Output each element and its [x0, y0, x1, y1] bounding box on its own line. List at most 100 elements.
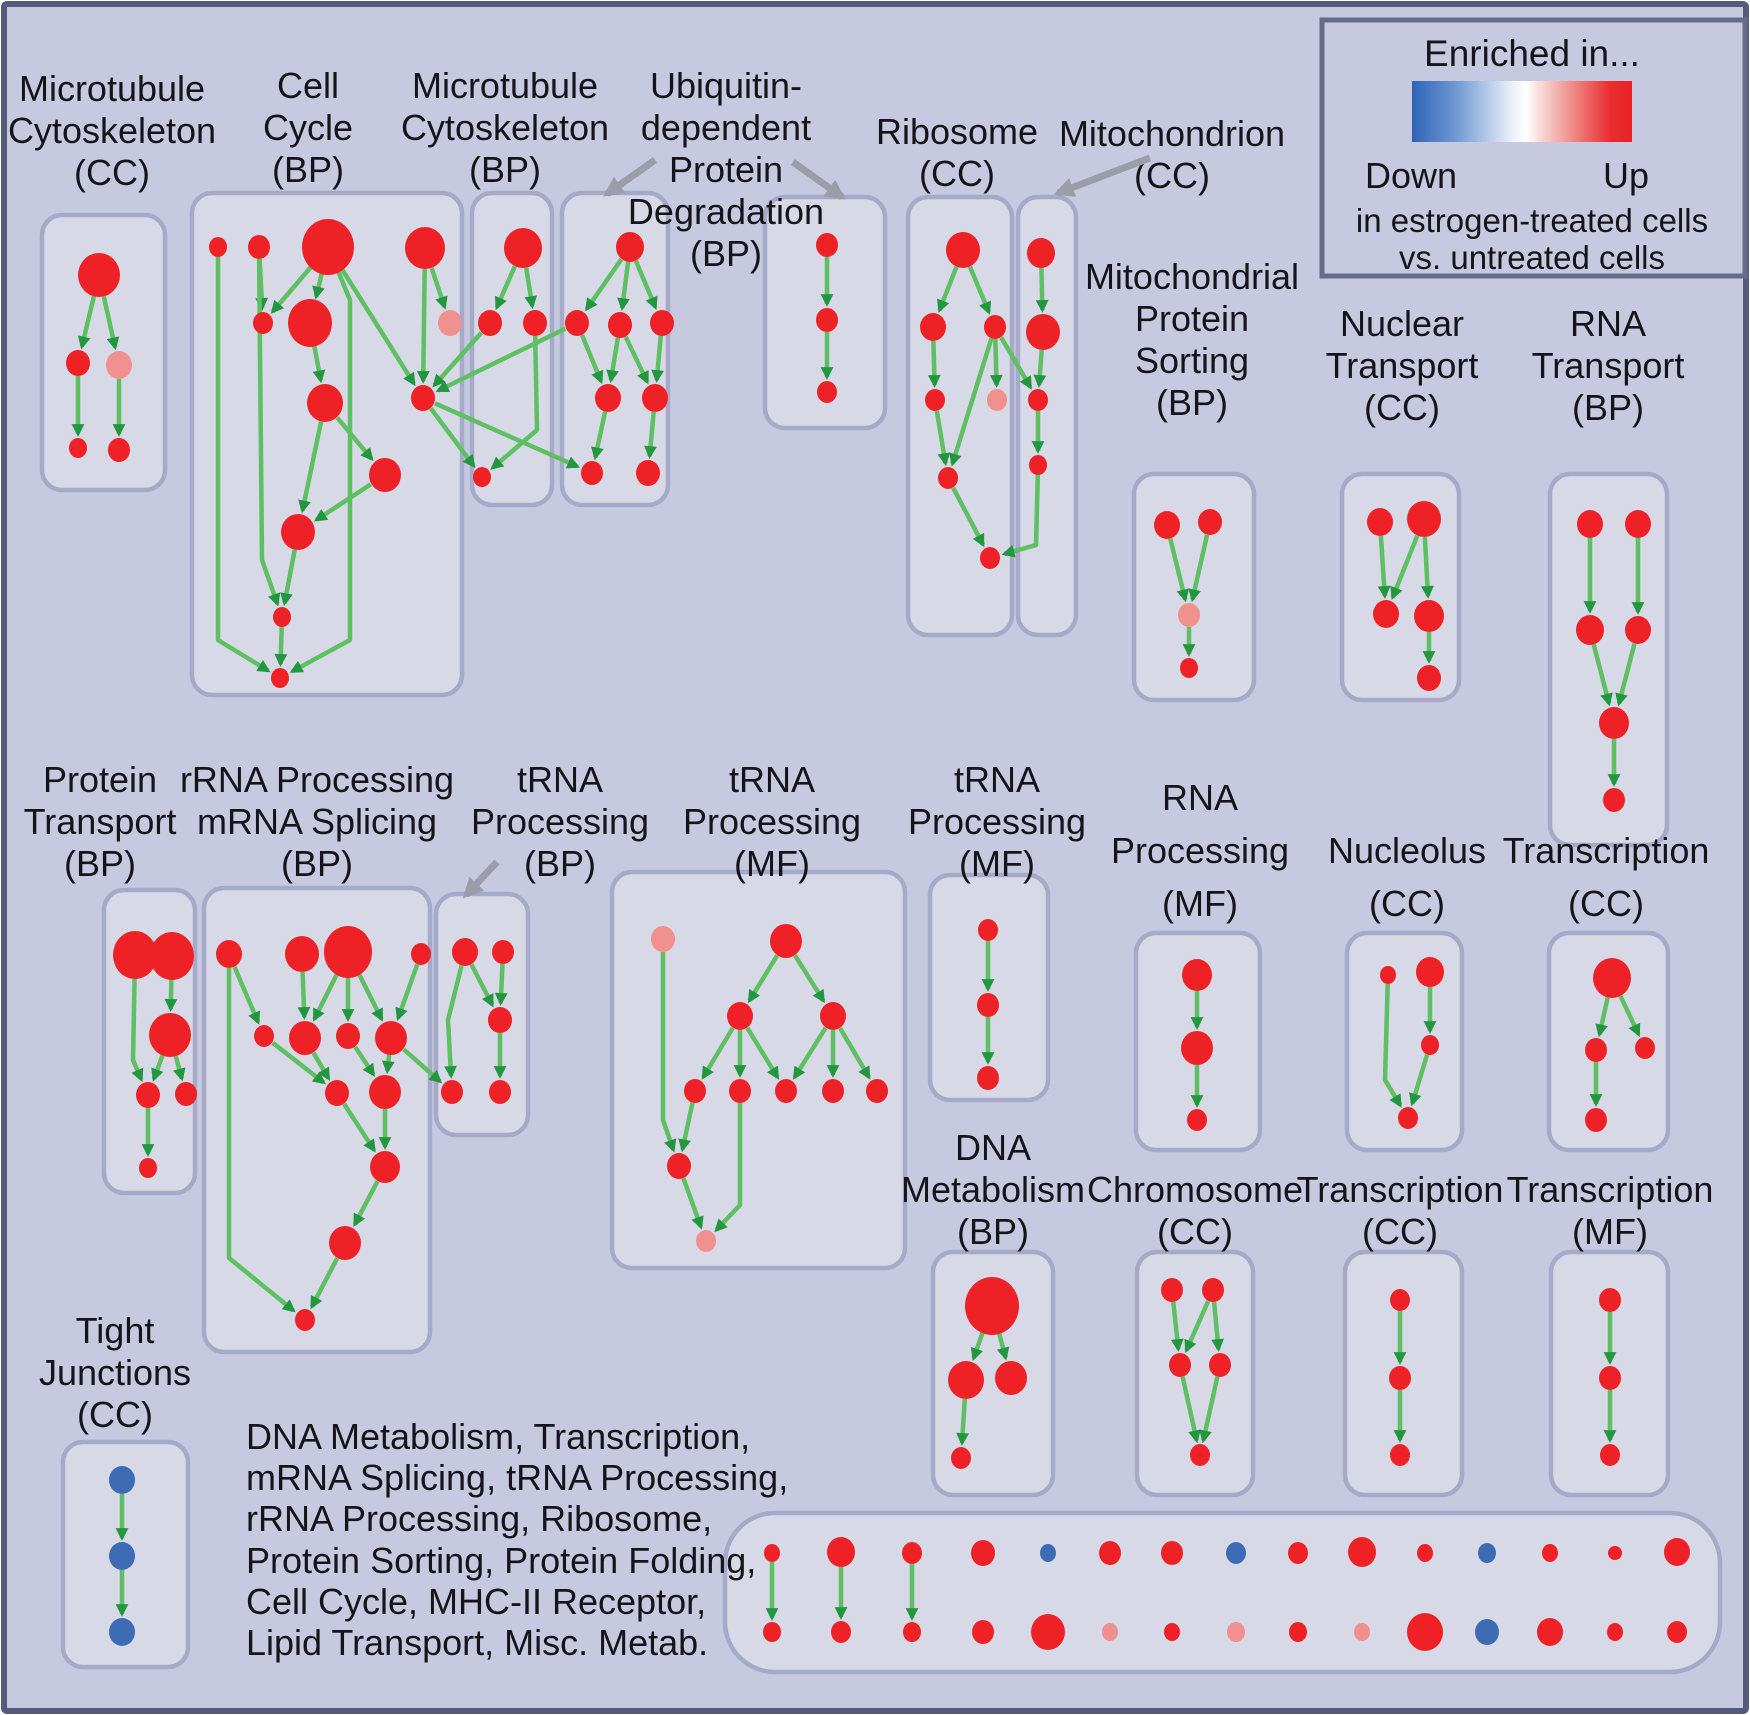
cluster-box-mitochondrion	[1015, 194, 1079, 638]
go-term-node	[253, 312, 273, 334]
go-term-node	[1099, 1541, 1121, 1565]
edge-arrow	[1033, 349, 1047, 388]
go-term-node	[1600, 1444, 1620, 1466]
edge-arrow	[357, 973, 384, 1022]
go-term-node	[329, 1226, 361, 1260]
edge-arrow	[164, 978, 178, 1012]
go-term-node	[1169, 1353, 1191, 1377]
cluster-label-trna-processing-mf-2: (MF)	[959, 843, 1035, 884]
edge-arrow	[312, 973, 339, 1022]
go-term-node	[1031, 1614, 1065, 1650]
go-term-node	[441, 1080, 463, 1104]
edge-arrow	[617, 261, 631, 311]
cluster-label-chromosome: (CC)	[1157, 1211, 1233, 1252]
edge-arrow	[232, 966, 261, 1025]
edge-arrow	[714, 1103, 743, 1233]
cluster-label-mitochondrial-protein-sorting: Sorting	[1135, 340, 1249, 381]
cluster-label-transcription-cc-2: Transcription	[1297, 1169, 1504, 1210]
edge-arrow	[297, 971, 311, 1020]
edge-arrow	[606, 337, 621, 384]
cluster-label-nuclear-transport: (CC)	[1364, 387, 1440, 428]
cluster-box-chromosome	[1134, 1249, 1256, 1498]
cluster-label-protein-transport: (BP)	[64, 843, 136, 884]
cluster-label-trna-processing-mf-1: Processing	[683, 801, 861, 842]
go-term-node	[948, 1361, 984, 1399]
cluster-box-transcription-cc-1	[1546, 930, 1671, 1153]
cluster-label-cell-cycle: (BP)	[272, 149, 344, 190]
edge-arrow	[271, 1041, 326, 1085]
go-term-node	[369, 1075, 401, 1109]
edge-arrow	[416, 268, 430, 384]
cluster-label-rna-transport: RNA	[1570, 303, 1646, 344]
edge-arrow	[747, 954, 780, 1004]
go-term-node	[1354, 1623, 1370, 1641]
go-term-node	[1161, 1278, 1183, 1302]
go-term-node	[1178, 603, 1200, 627]
go-term-node	[770, 924, 802, 958]
edge-arrow	[949, 337, 994, 467]
go-term-node	[1389, 1366, 1411, 1390]
go-term-node	[149, 1013, 191, 1057]
go-term-node	[608, 312, 632, 338]
go-term-node	[248, 235, 270, 259]
go-term-node	[1040, 1544, 1056, 1562]
go-term-node	[977, 993, 999, 1017]
go-term-node	[175, 1082, 197, 1106]
edge-arrow	[280, 549, 297, 607]
cluster-label-rna-processing-mf: Processing	[1111, 830, 1289, 871]
cluster-label-transcription-mf: (MF)	[1572, 1211, 1648, 1252]
cluster-label-rna-transport: (BP)	[1572, 387, 1644, 428]
edge-arrow	[215, 257, 271, 673]
edge-arrow	[999, 336, 1033, 390]
edge-arrow	[444, 965, 464, 1079]
go-term-node	[903, 1622, 921, 1642]
go-term-node	[1227, 1622, 1245, 1642]
go-term-node	[1180, 658, 1198, 678]
cluster-label-tight-junctions: Junctions	[39, 1352, 191, 1393]
cluster-label-chromosome: Chromosome	[1087, 1169, 1303, 1210]
go-term-node	[1407, 501, 1441, 537]
cluster-label-microtubule-cytoskeleton-bp: Cytoskeleton	[401, 107, 609, 148]
go-term-node	[980, 547, 1000, 569]
go-term-node	[984, 315, 1006, 339]
cluster-label-nuclear-transport: Transport	[1326, 345, 1479, 386]
edge-arrow	[956, 1398, 970, 1446]
cluster-label-ubiquitin-degradation: Degradation	[628, 191, 824, 232]
edge-arrow	[101, 296, 120, 351]
go-term-node	[289, 1021, 321, 1055]
go-term-node	[1209, 1353, 1231, 1377]
go-term-node	[523, 310, 547, 336]
go-term-node	[324, 926, 372, 978]
cluster-label-protein-transport: Protein	[43, 759, 157, 800]
edge-arrow	[469, 963, 495, 1008]
go-term-node	[763, 1622, 781, 1642]
go-term-node	[1599, 707, 1629, 739]
go-term-node	[1373, 600, 1399, 628]
cluster-label-tight-junctions: (CC)	[77, 1394, 153, 1435]
edge-arrow	[792, 1026, 828, 1080]
annotation-arrow	[603, 157, 658, 197]
edge-arrow	[494, 963, 508, 1006]
edge-arrow	[591, 411, 608, 461]
go-term-node	[729, 1079, 751, 1103]
edge-arrow	[151, 1054, 165, 1082]
cluster-label-ubiquitin-degradation: (BP)	[690, 233, 762, 274]
cluster-label-transcription-mf: Transcription	[1507, 1169, 1714, 1210]
cluster-label-trna-processing-mf-1: (MF)	[734, 843, 810, 884]
edge-arrow	[793, 954, 826, 1004]
cluster-label-rrna-processing-mrna-splicing: (BP)	[281, 843, 353, 884]
go-term-node	[1348, 1537, 1376, 1567]
edge-arrow	[173, 1055, 186, 1082]
edge-arrow	[678, 1102, 695, 1153]
go-term-node	[411, 943, 431, 965]
go-term-node	[478, 310, 502, 336]
go-term-node	[1198, 509, 1222, 535]
edge-arrow	[1199, 1376, 1220, 1444]
cluster-label-mitochondrion: Mitoch­ondrion	[1059, 113, 1285, 154]
go-term-node	[109, 1466, 135, 1494]
go-term-node	[651, 926, 675, 952]
edge-arrow	[340, 268, 416, 387]
go-term-node	[307, 384, 343, 422]
go-term-node	[336, 1023, 360, 1049]
